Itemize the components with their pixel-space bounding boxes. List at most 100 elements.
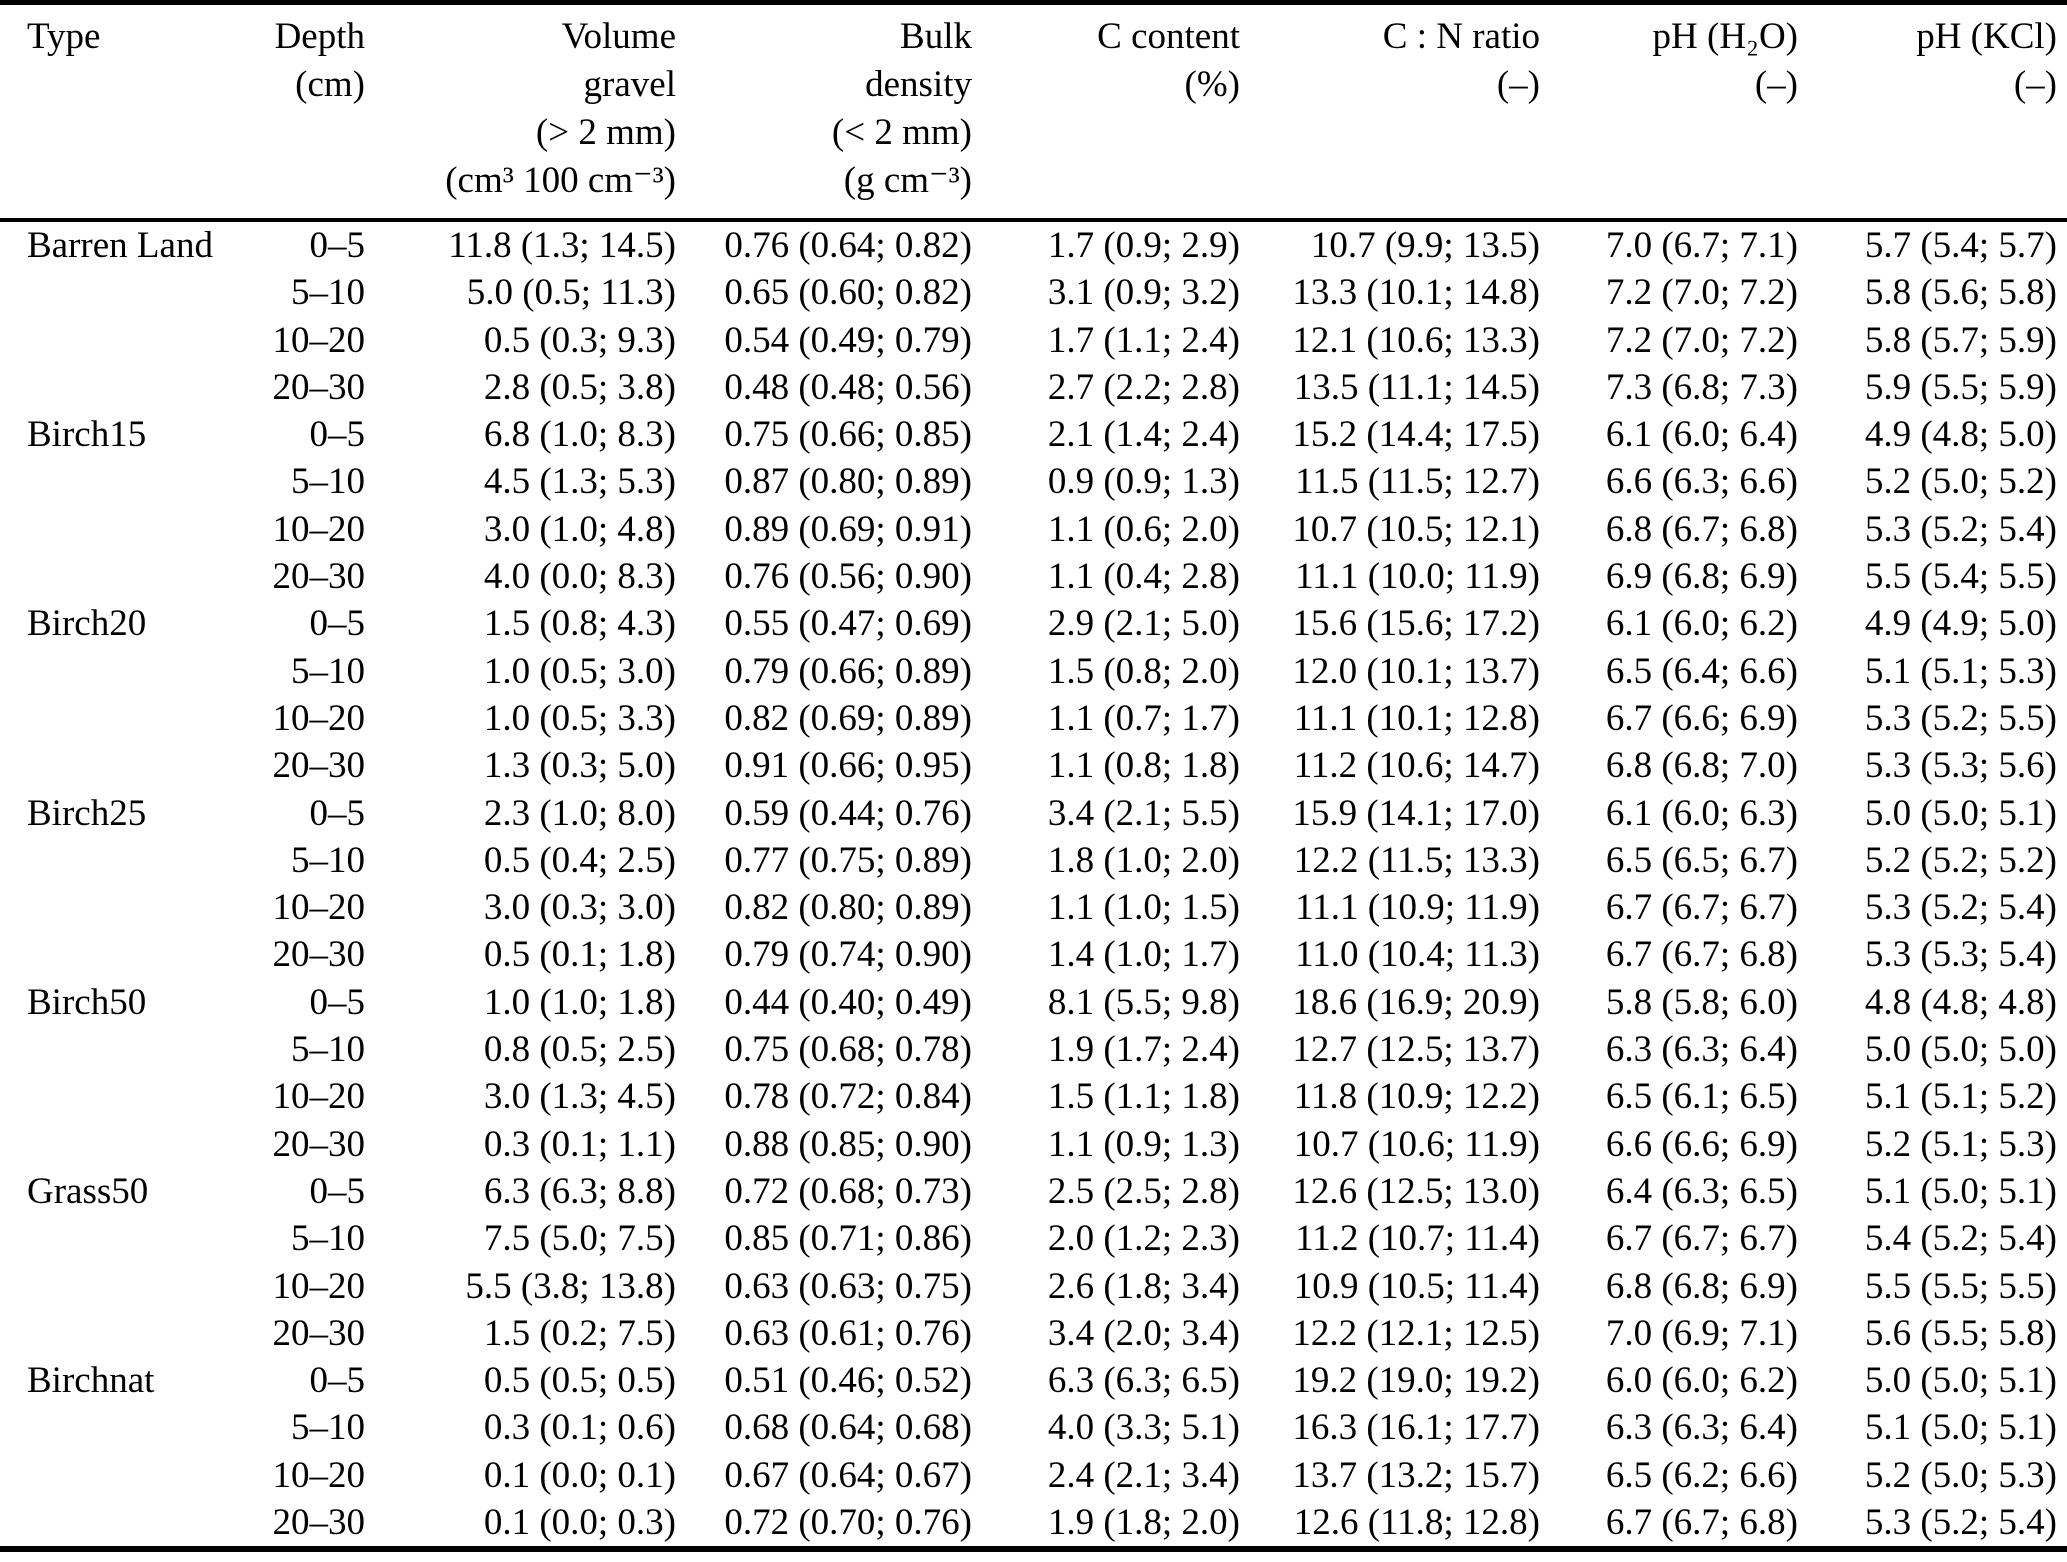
cell-type xyxy=(0,1215,215,1262)
cell-volume-gravel: 11.8 (1.3; 14.5) xyxy=(448,225,676,266)
header-line: (–) xyxy=(2013,64,2057,105)
cell-ph-h2o: 6.3 (6.3; 6.4) xyxy=(1605,1407,1798,1449)
cell-depth: 20–30 xyxy=(272,1123,366,1165)
cell-bulk-density: 0.51 (0.46; 0.52) xyxy=(724,1360,972,1402)
cell-bulk-density: 0.85 (0.71; 0.86) xyxy=(724,1218,972,1260)
cell-type xyxy=(0,364,215,411)
cell-depth: 10–20 xyxy=(272,697,366,739)
cell-c-content: 1.1 (1.0; 1.5) xyxy=(1047,887,1240,929)
cell-bulk-density: 0.72 (0.68; 0.73) xyxy=(724,1170,972,1212)
cell-type: Grass50 xyxy=(27,1170,149,1212)
table-body: Barren Land 0–5 11.8 (1.3; 14.5) 0.76 (0.64… xyxy=(0,220,2067,1549)
cell-depth: 20–30 xyxy=(272,1502,366,1544)
cell-type xyxy=(0,1263,215,1310)
cell-cn-ratio: 11.1 (10.0; 11.9) xyxy=(1295,556,1540,598)
cell-volume-gravel: 1.0 (0.5; 3.3) xyxy=(483,697,676,739)
cell-ph-kcl: 5.2 (5.2; 5.2) xyxy=(1864,839,2057,881)
cell-ph-kcl: 5.3 (5.3; 5.4) xyxy=(1864,934,2057,976)
table-row: Birch50 0–5 1.0 (1.0; 1.8) 0.44 (0.40; 0.49… xyxy=(0,979,2067,1026)
cell-c-content: 2.6 (1.8; 3.4) xyxy=(1047,1265,1240,1307)
cell-volume-gravel: 2.3 (1.0; 8.0) xyxy=(483,792,676,834)
cell-bulk-density: 0.65 (0.60; 0.82) xyxy=(724,272,972,314)
cell-cn-ratio: 10.7 (10.5; 12.1) xyxy=(1292,508,1540,550)
cell-bulk-density: 0.59 (0.44; 0.76) xyxy=(724,792,972,834)
cell-type: Birchnat xyxy=(27,1360,155,1402)
cell-type xyxy=(0,931,215,978)
cell-ph-kcl: 5.3 (5.2; 5.5) xyxy=(1864,697,2057,739)
cell-cn-ratio: 11.5 (11.5; 12.7) xyxy=(1295,461,1540,503)
cell-ph-kcl: 5.5 (5.5; 5.5) xyxy=(1864,1265,2057,1307)
header-line: pH (KCl) xyxy=(1916,16,2057,57)
cell-c-content: 1.7 (1.1; 2.4) xyxy=(1047,319,1240,361)
cell-cn-ratio: 11.2 (10.6; 14.7) xyxy=(1293,745,1540,787)
cell-volume-gravel: 0.5 (0.3; 9.3) xyxy=(483,319,676,361)
cell-c-content: 2.5 (2.5; 2.8) xyxy=(1047,1170,1240,1212)
header-line: C : N ratio xyxy=(1382,16,1540,57)
cell-c-content: 3.4 (2.1; 5.5) xyxy=(1047,792,1240,834)
table-row: 10–20 5.5 (3.8; 13.8) 0.63 (0.63; 0.75) 2.6… xyxy=(0,1263,2067,1310)
cell-cn-ratio: 15.2 (14.4; 17.5) xyxy=(1292,414,1540,456)
header-line: (< 2 mm) xyxy=(831,112,972,153)
cell-bulk-density: 0.79 (0.66; 0.89) xyxy=(724,650,972,692)
cell-depth: 0–5 xyxy=(309,1170,366,1212)
cell-volume-gravel: 4.0 (0.0; 8.3) xyxy=(483,556,676,598)
cell-c-content: 1.5 (0.8; 2.0) xyxy=(1047,650,1240,692)
cell-depth: 10–20 xyxy=(272,508,366,550)
cell-ph-kcl: 5.5 (5.4; 5.5) xyxy=(1864,556,2057,598)
cell-ph-h2o: 7.2 (7.0; 7.2) xyxy=(1605,319,1798,361)
cell-bulk-density: 0.63 (0.63; 0.75) xyxy=(724,1265,972,1307)
cell-type xyxy=(0,317,215,364)
cell-c-content: 8.1 (5.5; 9.8) xyxy=(1047,981,1240,1023)
cell-ph-h2o: 5.8 (5.8; 6.0) xyxy=(1605,981,1798,1023)
cell-cn-ratio: 12.6 (11.8; 12.8) xyxy=(1293,1502,1540,1544)
cell-ph-kcl: 5.3 (5.2; 5.4) xyxy=(1864,1502,2057,1544)
cell-cn-ratio: 12.2 (11.5; 13.3) xyxy=(1293,839,1540,881)
header-line: density xyxy=(865,64,972,105)
cell-type xyxy=(0,553,215,600)
cell-bulk-density: 0.82 (0.80; 0.89) xyxy=(724,887,972,929)
cell-depth: 10–20 xyxy=(272,319,366,361)
cell-bulk-density: 0.75 (0.68; 0.78) xyxy=(724,1029,972,1071)
cell-ph-kcl: 5.4 (5.2; 5.4) xyxy=(1864,1218,2057,1260)
cell-c-content: 4.0 (3.3; 5.1) xyxy=(1047,1407,1240,1449)
cell-depth: 5–10 xyxy=(291,1407,365,1449)
cell-ph-h2o: 6.4 (6.3; 6.5) xyxy=(1605,1170,1798,1212)
table-row: Birch20 0–5 1.5 (0.8; 4.3) 0.55 (0.47; 0.69… xyxy=(0,600,2067,647)
cell-ph-kcl: 5.3 (5.3; 5.6) xyxy=(1864,745,2057,787)
cell-cn-ratio: 19.2 (19.0; 19.2) xyxy=(1292,1360,1540,1402)
cell-ph-kcl: 4.8 (4.8; 4.8) xyxy=(1864,981,2057,1023)
cell-bulk-density: 0.63 (0.61; 0.76) xyxy=(724,1312,972,1354)
cell-type xyxy=(0,269,215,316)
cell-depth: 10–20 xyxy=(272,1076,366,1118)
cell-cn-ratio: 12.0 (10.1; 13.7) xyxy=(1292,650,1540,692)
col-header-ph-kcl: pH (KCl) (–) xyxy=(1798,2,2067,222)
cell-ph-kcl: 5.1 (5.0; 5.1) xyxy=(1864,1407,2057,1449)
cell-ph-h2o: 6.7 (6.7; 6.7) xyxy=(1605,887,1798,929)
table-row: 20–30 0.1 (0.0; 0.3) 0.72 (0.70; 0.76) 1.9 … xyxy=(0,1499,2067,1549)
cell-volume-gravel: 1.3 (0.3; 5.0) xyxy=(483,745,676,787)
cell-type xyxy=(0,695,215,742)
cell-ph-h2o: 6.7 (6.6; 6.9) xyxy=(1605,697,1798,739)
col-header-type: Type xyxy=(0,2,215,222)
header-line: gravel xyxy=(583,64,676,105)
cell-c-content: 6.3 (6.3; 6.5) xyxy=(1047,1360,1240,1402)
cell-ph-kcl: 5.3 (5.2; 5.4) xyxy=(1864,887,2057,929)
cell-depth: 5–10 xyxy=(291,272,365,314)
cell-depth: 20–30 xyxy=(272,556,366,598)
cell-bulk-density: 0.78 (0.72; 0.84) xyxy=(724,1076,972,1118)
cell-bulk-density: 0.67 (0.64; 0.67) xyxy=(724,1454,972,1496)
cell-volume-gravel: 0.5 (0.4; 2.5) xyxy=(483,839,676,881)
table-row: 10–20 3.0 (1.0; 4.8) 0.89 (0.69; 0.91) 1.1 … xyxy=(0,506,2067,553)
table-row: 20–30 1.3 (0.3; 5.0) 0.91 (0.66; 0.95) 1.1 … xyxy=(0,742,2067,789)
cell-cn-ratio: 12.1 (10.6; 13.3) xyxy=(1292,319,1540,361)
cell-c-content: 1.1 (0.4; 2.8) xyxy=(1047,556,1240,598)
cell-volume-gravel: 3.0 (1.0; 4.8) xyxy=(483,508,676,550)
table-row: 20–30 4.0 (0.0; 8.3) 0.76 (0.56; 0.90) 1.1 … xyxy=(0,553,2067,600)
cell-cn-ratio: 11.8 (10.9; 12.2) xyxy=(1293,1076,1540,1118)
cell-ph-kcl: 5.6 (5.5; 5.8) xyxy=(1864,1312,2057,1354)
cell-ph-kcl: 5.7 (5.4; 5.7) xyxy=(1864,225,2057,266)
cell-bulk-density: 0.44 (0.40; 0.49) xyxy=(724,981,972,1023)
header-line: (%) xyxy=(1184,64,1240,105)
table-row: Birchnat 0–5 0.5 (0.5; 0.5) 0.51 (0.46; 0.5… xyxy=(0,1357,2067,1404)
